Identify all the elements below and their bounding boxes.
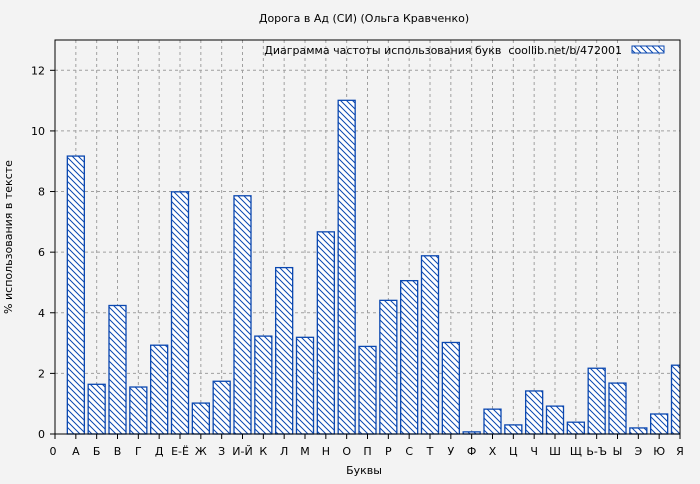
bar-П xyxy=(358,345,377,435)
x-tick-label: Щ xyxy=(570,445,582,458)
x-tick-label: Ц xyxy=(509,445,518,458)
bar-Ч xyxy=(525,390,544,435)
bar-Ю xyxy=(650,413,669,435)
x-tick-label: Ч xyxy=(530,445,538,458)
x-tick-label: Е-Ё xyxy=(171,445,189,458)
bar-Ь-Ъ xyxy=(587,367,606,435)
x-tick-label: П xyxy=(363,445,371,458)
bar-Ж xyxy=(191,402,210,435)
x-tick-label: Л xyxy=(280,445,288,458)
bar-Б xyxy=(87,383,106,435)
bar-Д xyxy=(150,344,169,435)
x-axis-label: Буквы xyxy=(346,464,382,477)
x-tick-label: Э xyxy=(634,445,642,458)
y-tick-label: 4 xyxy=(38,307,45,320)
y-tick-label: 12 xyxy=(31,64,45,77)
x-tick-label: А xyxy=(72,445,80,458)
y-tick-label: 8 xyxy=(38,186,45,199)
bar-Т xyxy=(420,255,440,435)
bar-Ш xyxy=(545,405,565,435)
x-tick-label: Х xyxy=(489,445,497,458)
x-tick-label: Ы xyxy=(613,445,623,458)
bar-С xyxy=(400,279,419,435)
x-tick-label: Я xyxy=(676,445,684,458)
bar-Н xyxy=(316,231,335,435)
x-tick-label: Р xyxy=(385,445,392,458)
x-tick-label: М xyxy=(300,445,310,458)
bar-У xyxy=(441,341,460,435)
bar-З xyxy=(212,380,231,435)
y-tick-label: 10 xyxy=(31,125,45,138)
x-tick-label: Д xyxy=(155,445,164,458)
bar-Ц xyxy=(504,424,523,435)
bar-В xyxy=(108,304,127,435)
bar-Р xyxy=(379,299,398,435)
y-axis-label: % использования в тексте xyxy=(2,160,15,314)
x-tick-label: Ж xyxy=(195,445,207,458)
x-tick-label: С xyxy=(405,445,413,458)
x-tick-label: Т xyxy=(426,445,434,458)
x-tick-label: В xyxy=(114,445,122,458)
bars xyxy=(66,99,680,435)
x-tick-label: Г xyxy=(135,445,142,458)
bar-И-Й xyxy=(233,195,252,435)
bar-Л xyxy=(275,266,294,435)
bar-К xyxy=(254,335,273,435)
x-axis: 0 А Б В Г Д Е-Ё Ж З И-Й К Л М Н О П Р С Т У Ф Х Ц Ч Ш Щ Ь-Ъ Ы Э Ю Я xyxy=(50,434,684,458)
x-tick-label: У xyxy=(447,445,454,458)
legend: Диаграмма частоты использования букв coo… xyxy=(264,44,665,57)
y-axis: 0 2 4 6 8 10 12 xyxy=(31,64,55,441)
bar-Щ xyxy=(566,421,585,435)
x-tick-label: Ю xyxy=(653,445,665,458)
x-tick-label: Ф xyxy=(467,445,476,458)
bar-Г xyxy=(129,386,148,435)
x-tick-label: О xyxy=(342,445,351,458)
bar-Е-Ё xyxy=(170,191,190,435)
chart-title: Дорога в Ад (СИ) (Ольга Кравченко) xyxy=(259,12,469,25)
x-tick-label: К xyxy=(259,445,267,458)
bar-Ы xyxy=(608,382,627,435)
legend-label: Диаграмма частоты использования букв coo… xyxy=(264,44,622,57)
x-tick-label: 0 xyxy=(50,445,57,458)
x-tick-label: Н xyxy=(322,445,330,458)
x-tick-label: И-Й xyxy=(232,445,252,458)
y-tick-label: 6 xyxy=(38,246,45,259)
y-tick-label: 0 xyxy=(38,428,45,441)
x-tick-label: Б xyxy=(93,445,101,458)
bar-М xyxy=(295,336,315,435)
x-tick-label: Ш xyxy=(549,445,561,458)
legend-swatch xyxy=(631,45,665,54)
y-tick-label: 2 xyxy=(38,367,45,380)
bar-Х xyxy=(483,408,502,435)
x-tick-label: З xyxy=(218,445,225,458)
bar-О xyxy=(337,99,356,435)
bar-Э xyxy=(629,427,648,435)
bar-А xyxy=(66,155,85,435)
x-tick-label: Ь-Ъ xyxy=(586,445,607,458)
bar-Я xyxy=(670,364,680,435)
